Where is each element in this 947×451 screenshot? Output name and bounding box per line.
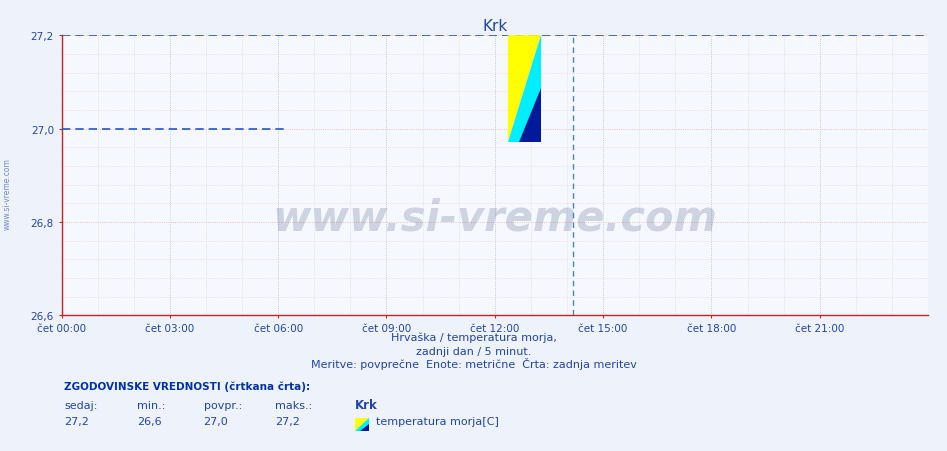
Text: min.:: min.: bbox=[137, 400, 166, 410]
Text: www.si-vreme.com: www.si-vreme.com bbox=[273, 197, 717, 239]
Text: Krk: Krk bbox=[355, 398, 378, 411]
Text: Hrvaška / temperatura morja,: Hrvaška / temperatura morja, bbox=[390, 332, 557, 342]
Text: povpr.:: povpr.: bbox=[204, 400, 241, 410]
Text: zadnji dan / 5 minut.: zadnji dan / 5 minut. bbox=[416, 346, 531, 356]
Text: www.si-vreme.com: www.si-vreme.com bbox=[3, 158, 12, 230]
Text: maks.:: maks.: bbox=[275, 400, 312, 410]
Text: 27,2: 27,2 bbox=[64, 416, 89, 426]
Polygon shape bbox=[360, 424, 369, 431]
Text: sedaj:: sedaj: bbox=[64, 400, 98, 410]
Text: Meritve: povprečne  Enote: metrične  Črta: zadnja meritev: Meritve: povprečne Enote: metrične Črta:… bbox=[311, 358, 636, 369]
Text: 27,2: 27,2 bbox=[275, 416, 299, 426]
Polygon shape bbox=[355, 418, 369, 431]
Polygon shape bbox=[508, 36, 541, 143]
Polygon shape bbox=[355, 418, 369, 431]
Polygon shape bbox=[519, 89, 541, 143]
Text: 27,0: 27,0 bbox=[204, 416, 228, 426]
Title: Krk: Krk bbox=[482, 18, 508, 33]
Text: temperatura morja[C]: temperatura morja[C] bbox=[376, 416, 499, 426]
Text: ZGODOVINSKE VREDNOSTI (črtkana črta):: ZGODOVINSKE VREDNOSTI (črtkana črta): bbox=[64, 380, 311, 391]
Polygon shape bbox=[508, 36, 541, 143]
Text: 26,6: 26,6 bbox=[137, 416, 162, 426]
